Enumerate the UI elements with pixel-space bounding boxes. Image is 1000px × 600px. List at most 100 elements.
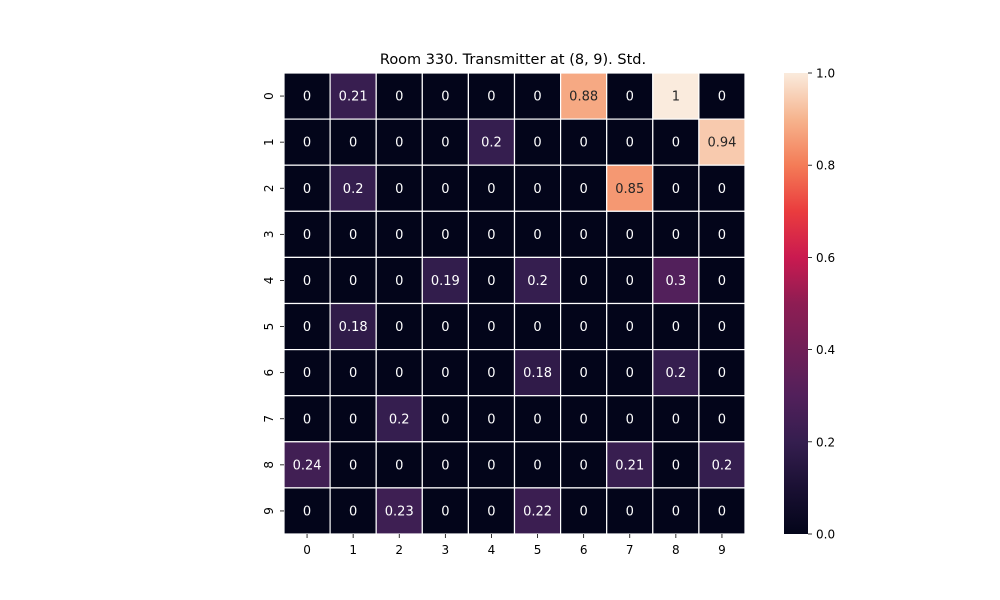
- cell-annotation: 0.22: [523, 504, 552, 519]
- cell-annotation: 0: [441, 320, 449, 335]
- heatmap-cell: [652, 302, 700, 351]
- cell-annotation: 0: [580, 182, 588, 197]
- cell-annotation: 0: [626, 366, 634, 381]
- y-tick-label: 3: [262, 231, 276, 239]
- heatmap-cell: [606, 118, 654, 166]
- cell-annotation: 0: [487, 90, 495, 105]
- cell-annotation: 0.18: [339, 320, 368, 335]
- cell-annotation: 0: [626, 412, 634, 427]
- heatmap-cell: [329, 395, 377, 443]
- x-tick-label: 1: [349, 543, 357, 557]
- cell-annotation: 0: [303, 90, 311, 105]
- cell-annotation: 0: [395, 320, 403, 335]
- cell-annotation: 0: [303, 412, 311, 427]
- heatmap-cell: [652, 118, 700, 166]
- y-tick-label: 9: [262, 507, 276, 515]
- colorbar-tick-label: 0.6: [816, 251, 835, 265]
- cell-annotation: 0.18: [523, 366, 552, 381]
- cell-annotation: 0.3: [666, 274, 687, 289]
- cell-annotation: 0: [395, 458, 403, 473]
- heatmap-cell: [513, 256, 562, 305]
- cell-annotation: 0: [533, 320, 541, 335]
- cell-annotation: 0.2: [527, 274, 548, 289]
- heatmap-cell: [698, 164, 746, 212]
- x-tick-label: 0: [303, 543, 311, 557]
- heatmap-cell: [698, 72, 746, 120]
- x-axis-ticks: 0 1 2 3 4 5 6 7 8 9: [303, 534, 726, 557]
- heatmap-cell: [652, 395, 700, 443]
- heatmap-cell: [467, 395, 516, 443]
- cell-annotation: 0: [349, 366, 357, 381]
- cell-annotation: 0: [349, 412, 357, 427]
- heatmap-cell: [467, 302, 516, 351]
- heatmap-cell: [329, 164, 377, 212]
- y-tick-label: 6: [262, 369, 276, 377]
- heatmap-cell: [652, 164, 700, 212]
- colorbar-tick-label: 0.0: [816, 528, 835, 542]
- heatmap-cell: [559, 395, 608, 443]
- cell-annotation: 0: [487, 182, 495, 197]
- cell-annotation: 0.2: [389, 412, 410, 427]
- y-tick-label: 0: [262, 92, 276, 100]
- cell-annotation: 0: [718, 274, 726, 289]
- y-tick-label: 5: [262, 323, 276, 331]
- heatmap-cell: [375, 395, 423, 443]
- heatmap-cell: [513, 72, 562, 120]
- heatmap-cell: [559, 487, 608, 535]
- heatmap-cell: [606, 256, 654, 305]
- heatmap-cell: [559, 441, 608, 489]
- heatmap-cell: [513, 118, 562, 166]
- cell-annotation: 0: [672, 504, 680, 519]
- cell-annotation: 0: [441, 136, 449, 151]
- cell-annotation: 0: [533, 228, 541, 243]
- cell-annotation: 0: [718, 182, 726, 197]
- cell-annotation: 0: [487, 458, 495, 473]
- cell-annotation: 0: [580, 228, 588, 243]
- heatmap-cell: [513, 349, 562, 397]
- cell-annotation: 0: [626, 320, 634, 335]
- heatmap-cell: [559, 118, 608, 166]
- x-tick-label: 3: [442, 543, 450, 557]
- cell-annotation: 0: [580, 504, 588, 519]
- cell-annotation: 0: [718, 90, 726, 105]
- heatmap-cell: [698, 256, 746, 305]
- cell-annotation: 0: [718, 504, 726, 519]
- cell-annotation: 0: [487, 504, 495, 519]
- cell-annotation: 0: [395, 274, 403, 289]
- heatmap-cell: [329, 118, 377, 166]
- cell-annotation: 0.88: [569, 90, 598, 105]
- x-tick-label: 2: [395, 543, 403, 557]
- heatmap-cell: [283, 302, 331, 351]
- cell-annotation: 0: [441, 90, 449, 105]
- cell-annotation: 0: [441, 504, 449, 519]
- cell-annotation: 0: [395, 228, 403, 243]
- cell-annotation: 0: [580, 366, 588, 381]
- cell-annotation: 0: [672, 412, 680, 427]
- cell-annotation: 0: [580, 458, 588, 473]
- cell-annotation: 0: [395, 366, 403, 381]
- cell-annotation: 0: [349, 458, 357, 473]
- heatmap-cell: [421, 118, 469, 166]
- cell-annotation: 0: [580, 274, 588, 289]
- cell-annotation: 0: [718, 320, 726, 335]
- heatmap-cell: [652, 349, 700, 397]
- cell-annotation: 0.23: [385, 504, 414, 519]
- heatmap-cell: [513, 302, 562, 351]
- cell-annotation: 0: [349, 228, 357, 243]
- cell-annotation: 0.21: [339, 90, 368, 105]
- cell-annotation: 0: [672, 320, 680, 335]
- x-tick-label: 8: [672, 543, 680, 557]
- heatmap-cell: [559, 349, 608, 397]
- cell-annotation: 0.94: [707, 136, 736, 151]
- heatmap-cell: [698, 441, 746, 489]
- colorbar-tick-label: 1.0: [816, 67, 835, 81]
- cell-annotation: 0: [487, 274, 495, 289]
- cell-annotation: 0: [626, 228, 634, 243]
- heatmap-cell: [421, 349, 469, 397]
- cell-annotation: 0.21: [615, 458, 644, 473]
- cell-annotation: 0.24: [293, 458, 322, 473]
- heatmap-cell: [606, 441, 654, 489]
- heatmap-cell: [559, 210, 608, 259]
- y-tick-label: 1: [262, 138, 276, 146]
- cell-annotation: 0: [395, 182, 403, 197]
